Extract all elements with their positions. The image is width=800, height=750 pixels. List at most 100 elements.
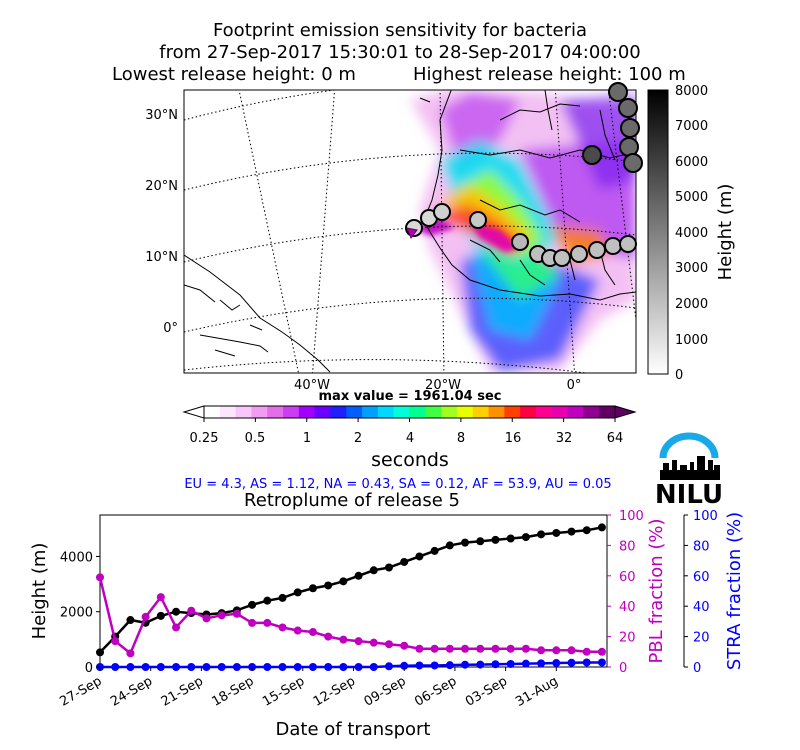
lat-label-30n: 30°N	[145, 108, 178, 123]
map-title-line2: from 27-Sep-2017 15:30:01 to 28-Sep-2017…	[159, 42, 641, 63]
height-point	[126, 616, 135, 625]
x-tick-label: 24-Sep	[108, 674, 155, 710]
stra-fraction-point	[415, 661, 424, 670]
svg-text:32: 32	[556, 431, 573, 446]
colorbar-swatch	[219, 406, 237, 418]
height-colorbar	[647, 89, 669, 375]
svg-text:6000: 6000	[675, 155, 708, 170]
pbl-tick-label: 100	[619, 509, 644, 524]
pbl-fraction-point	[126, 649, 135, 658]
height-point	[278, 593, 287, 602]
svg-text:16: 16	[505, 431, 522, 446]
lon-label-40w: 40°W	[294, 378, 330, 393]
pbl-fraction-point	[232, 609, 241, 618]
stra-fraction-point	[126, 663, 135, 671]
height-point	[567, 527, 576, 536]
lon-label-0: 0°	[567, 378, 582, 393]
x-tick-label: 31-Aug	[513, 674, 561, 710]
lat-label-20n: 20°N	[145, 179, 178, 194]
pbl-fraction-point	[217, 611, 226, 620]
stra-fraction-point	[369, 663, 378, 671]
stra-fraction-point	[461, 660, 470, 669]
pbl-fraction-point	[537, 646, 546, 655]
colorbar-swatch	[283, 406, 300, 418]
pbl-fraction-point	[521, 644, 530, 653]
colorbar-swatch	[362, 406, 379, 418]
x-tick-label: 06-Sep	[412, 674, 459, 710]
pbl-fraction-point	[324, 632, 333, 641]
colorbar-swatch	[567, 406, 584, 418]
height-point	[400, 557, 409, 566]
svg-text:2000: 2000	[675, 297, 708, 312]
colorbar-swatch	[235, 406, 252, 418]
pbl-fraction-point	[400, 641, 409, 650]
pbl-fraction-point	[339, 635, 348, 644]
colorbar-swatch	[504, 406, 521, 418]
logo-text: NILU	[655, 480, 723, 510]
pbl-fraction-point	[263, 618, 272, 627]
stra-fraction-point	[217, 663, 226, 671]
pbl-fraction-point	[506, 644, 515, 653]
pbl-tick-label: 0	[619, 661, 627, 676]
stra-fraction-point	[582, 658, 591, 667]
svg-text:3000: 3000	[675, 261, 708, 276]
height-point	[96, 648, 104, 657]
height-point	[156, 611, 165, 620]
stra-fraction-point	[567, 658, 576, 667]
height-point	[172, 607, 181, 616]
stra-fraction-point	[400, 661, 409, 670]
height-point	[461, 538, 470, 547]
release-point-marker	[406, 227, 418, 240]
pbl-fraction-point	[308, 628, 317, 637]
svg-text:4: 4	[406, 431, 414, 446]
colorbar-swatch	[551, 406, 569, 418]
pbl-fraction-point	[597, 647, 606, 656]
height-point	[506, 534, 515, 543]
highest-release-label: Highest release height: 100 m	[413, 64, 686, 85]
x-tick-label: 12-Sep	[311, 674, 358, 710]
pbl-fraction-point	[96, 573, 104, 582]
y-tick-label: 4000	[60, 550, 93, 565]
svg-text:5000: 5000	[675, 190, 708, 205]
svg-text:0: 0	[675, 368, 683, 383]
colorbar-swatch	[314, 406, 331, 418]
stra-tick-label: 80	[693, 539, 710, 554]
trajectory-markers	[405, 82, 643, 267]
svg-text:64: 64	[607, 431, 624, 446]
stra-fraction-point	[506, 659, 515, 668]
seconds-colorbar-label: seconds	[371, 449, 449, 471]
stra-fraction-point	[111, 663, 120, 671]
pbl-fraction-point	[415, 644, 424, 653]
pbl-fraction-point	[141, 612, 150, 621]
lat-label-0: 0°	[163, 321, 178, 336]
stra-fraction-point	[597, 658, 606, 667]
pbl-fraction-point	[384, 640, 393, 649]
pbl-fraction-point	[552, 646, 561, 655]
pbl-fraction-point	[354, 637, 363, 646]
stra-fraction-point	[339, 663, 348, 671]
colorbar-swatch	[488, 406, 505, 418]
y-axis-label: Height (m)	[29, 543, 50, 640]
svg-text:4000: 4000	[675, 226, 708, 241]
stra-fraction-point	[172, 663, 181, 671]
stra-fraction-point	[156, 663, 165, 671]
svg-text:1: 1	[303, 431, 311, 446]
pbl-fraction-point	[111, 637, 120, 646]
x-axis-label: Date of transport	[276, 719, 431, 740]
height-point	[354, 571, 363, 580]
colorbar-swatch	[377, 406, 395, 418]
seconds-colorbar	[182, 405, 637, 422]
pbl-tick-label: 20	[619, 631, 636, 646]
pbl-tick-label: 80	[619, 539, 636, 554]
svg-text:0.25: 0.25	[190, 431, 219, 446]
height-point	[293, 588, 302, 597]
height-point	[263, 596, 272, 605]
map-title-line1: Footprint emission sensitivity for bacte…	[212, 20, 588, 41]
height-point	[369, 566, 378, 575]
height-point	[308, 584, 317, 593]
x-tick-label: 15-Sep	[260, 674, 307, 710]
pbl-fraction-point	[293, 626, 302, 635]
colorbar-swatch	[472, 406, 490, 418]
